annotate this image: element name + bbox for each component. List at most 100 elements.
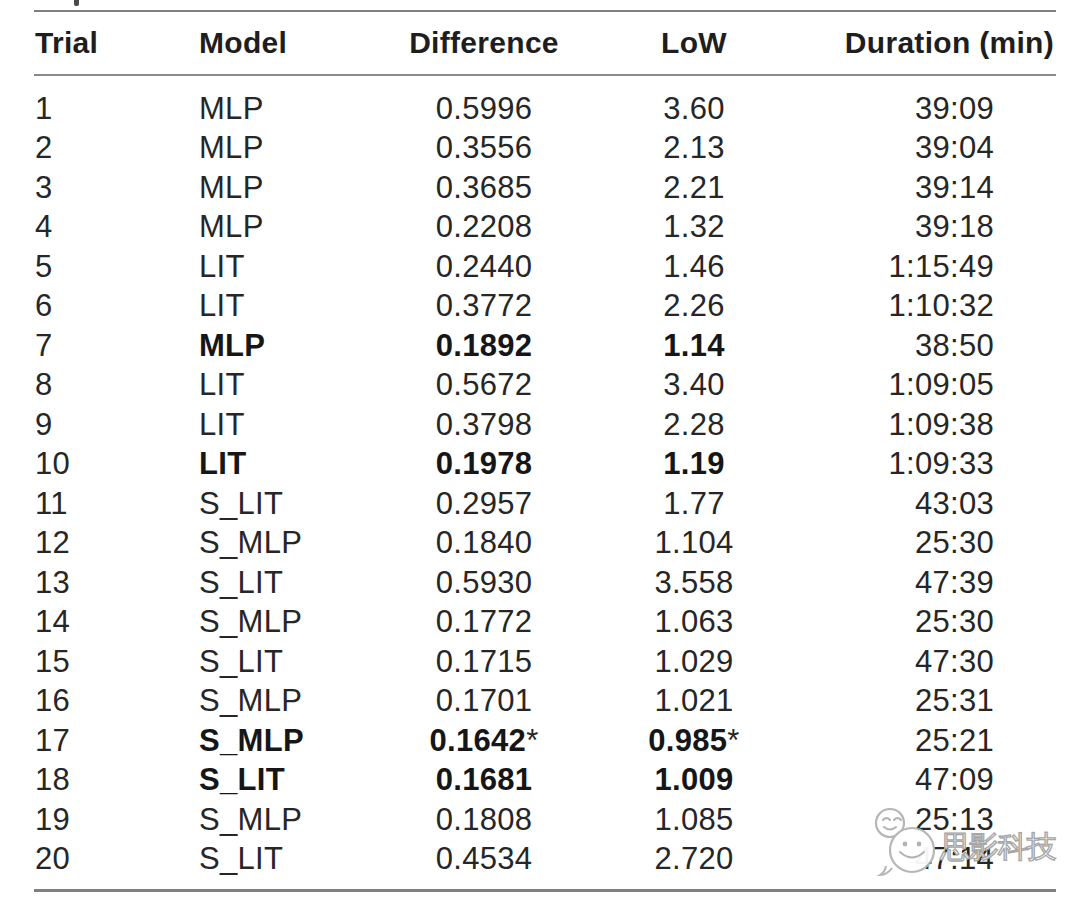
cell-model: LIT (199, 366, 384, 406)
cell-model: LIT (199, 287, 384, 327)
cell-model: S_LIT (199, 761, 384, 801)
difference-value: 0.1681 (436, 762, 533, 797)
cell-trial: 15 (34, 642, 199, 682)
difference-value: 0.1840 (436, 525, 533, 560)
table-row: 14 S_MLP 0.1772 1.063 25:30 (34, 603, 1056, 643)
cell-difference: 0.2957 (384, 484, 584, 524)
cell-low: 2.28 (584, 405, 804, 445)
cell-difference: 0.5672 (384, 366, 584, 406)
cell-low: 2.720 (584, 840, 804, 891)
cell-low: 3.40 (584, 366, 804, 406)
cell-difference: 0.4534 (384, 840, 584, 891)
cell-model: MLP (199, 326, 384, 366)
significance-star: * (727, 723, 739, 758)
cell-difference: 0.1840 (384, 524, 584, 564)
cell-model: S_LIT (199, 642, 384, 682)
cell-low: 0.985* (584, 721, 804, 761)
table-row: 6 LIT 0.3772 2.26 1:10:32 (34, 287, 1056, 327)
cell-difference: 0.1892 (384, 326, 584, 366)
cell-duration: 25:13 (804, 800, 1056, 840)
cell-difference: 0.1642* (384, 721, 584, 761)
cell-trial: 2 (34, 129, 199, 169)
column-header-duration: Duration (min) (804, 11, 1056, 75)
low-value: 2.720 (654, 841, 733, 876)
low-value: 1.029 (654, 644, 733, 679)
cell-low: 1.009 (584, 761, 804, 801)
difference-value: 0.1701 (436, 683, 533, 718)
results-table: Trial Model Difference LoW Duration (min… (34, 10, 1056, 892)
difference-value: 0.5672 (436, 367, 533, 402)
cell-trial: 5 (34, 247, 199, 287)
cell-low: 3.558 (584, 563, 804, 603)
cell-low: 1.32 (584, 208, 804, 248)
cell-difference: 0.2440 (384, 247, 584, 287)
cell-low: 1.085 (584, 800, 804, 840)
cell-low: 1.77 (584, 484, 804, 524)
difference-value: 0.1642 (430, 723, 527, 758)
low-value: 2.21 (663, 170, 725, 205)
table-row: 3 MLP 0.3685 2.21 39:14 (34, 168, 1056, 208)
cell-trial: 11 (34, 484, 199, 524)
cell-model: S_MLP (199, 524, 384, 564)
difference-value: 0.3556 (436, 130, 533, 165)
difference-value: 0.1808 (436, 802, 533, 837)
cell-difference: 0.2208 (384, 208, 584, 248)
cell-difference: 0.1772 (384, 603, 584, 643)
table-row: 15 S_LIT 0.1715 1.029 47:30 (34, 642, 1056, 682)
cell-difference: 0.5996 (384, 75, 584, 129)
cell-duration: 47:09 (804, 761, 1056, 801)
cell-low: 3.60 (584, 75, 804, 129)
low-value: 1.021 (654, 683, 733, 718)
cell-duration: 47:39 (804, 563, 1056, 603)
column-header-low: LoW (584, 11, 804, 75)
difference-value: 0.2208 (436, 209, 533, 244)
cell-trial: 8 (34, 366, 199, 406)
table-row: 10 LIT 0.1978 1.19 1:09:33 (34, 445, 1056, 485)
table-row: 16 S_MLP 0.1701 1.021 25:31 (34, 682, 1056, 722)
difference-value: 0.3685 (436, 170, 533, 205)
cropped-text-artifact (74, 0, 79, 6)
low-value: 1.77 (663, 486, 725, 521)
low-value: 1.063 (654, 604, 733, 639)
cell-duration: 1:09:38 (804, 405, 1056, 445)
cell-difference: 0.5930 (384, 563, 584, 603)
table-row: 13 S_LIT 0.5930 3.558 47:39 (34, 563, 1056, 603)
cell-difference: 0.3798 (384, 405, 584, 445)
cell-model: S_MLP (199, 800, 384, 840)
table-row: 9 LIT 0.3798 2.28 1:09:38 (34, 405, 1056, 445)
low-value: 3.60 (663, 91, 725, 126)
difference-value: 0.3772 (436, 288, 533, 323)
low-value: 1.009 (654, 762, 733, 797)
cell-trial: 7 (34, 326, 199, 366)
header-row: Trial Model Difference LoW Duration (min… (34, 11, 1056, 75)
low-value: 2.26 (663, 288, 725, 323)
cell-trial: 6 (34, 287, 199, 327)
cell-low: 1.14 (584, 326, 804, 366)
cell-difference: 0.1701 (384, 682, 584, 722)
difference-value: 0.1715 (436, 644, 533, 679)
cell-duration: 39:14 (804, 168, 1056, 208)
low-value: 3.558 (654, 565, 733, 600)
difference-value: 0.1978 (436, 446, 533, 481)
table-row: 8 LIT 0.5672 3.40 1:09:05 (34, 366, 1056, 406)
cell-difference: 0.1681 (384, 761, 584, 801)
cell-difference: 0.3685 (384, 168, 584, 208)
difference-value: 0.2957 (436, 486, 533, 521)
cell-trial: 9 (34, 405, 199, 445)
cell-trial: 13 (34, 563, 199, 603)
low-value: 1.104 (654, 525, 733, 560)
cell-duration: 1:09:33 (804, 445, 1056, 485)
cell-trial: 4 (34, 208, 199, 248)
cell-duration: 39:09 (804, 75, 1056, 129)
cell-difference: 0.3556 (384, 129, 584, 169)
cell-difference: 0.1808 (384, 800, 584, 840)
cell-difference: 0.3772 (384, 287, 584, 327)
table-row: 18 S_LIT 0.1681 1.009 47:09 (34, 761, 1056, 801)
cell-duration: 25:31 (804, 682, 1056, 722)
cell-model: LIT (199, 247, 384, 287)
cell-model: S_MLP (199, 682, 384, 722)
cell-duration: 39:04 (804, 129, 1056, 169)
low-value: 1.085 (654, 802, 733, 837)
cell-trial: 18 (34, 761, 199, 801)
low-value: 3.40 (663, 367, 725, 402)
